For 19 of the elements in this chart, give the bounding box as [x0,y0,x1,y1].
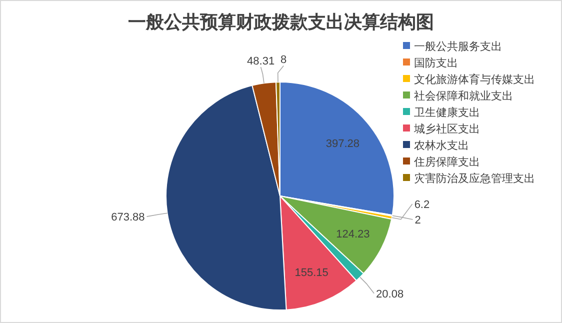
legend-label: 国防支出 [414,56,458,70]
legend-label: 农林水支出 [414,139,469,152]
data-label: 155.15 [294,266,328,279]
legend-label: 卫生健康支出 [414,106,480,119]
legend-label: 城乡社区支出 [413,122,480,136]
legend-label: 文化旅游体育与传媒支出 [414,73,535,86]
chart-title: 一般公共预算财政拨款支出决算结构图 [128,12,434,32]
data-label: 20.08 [376,288,404,300]
data-label: 673.88 [111,212,145,224]
legend-label: 灾害防治及应急管理支出 [414,172,535,185]
legend-label: 住房保障支出 [414,156,480,168]
legend-label: 社会保障和就业支出 [414,90,513,102]
data-label: 48.31 [247,56,275,68]
data-label: 124.23 [336,228,370,241]
data-label: 397.28 [326,138,360,150]
data-label: 8 [280,54,287,66]
data-label: 6.2 [414,198,430,211]
legend-label: 一般公共服务支出 [414,40,502,53]
data-label: 2 [414,214,421,227]
